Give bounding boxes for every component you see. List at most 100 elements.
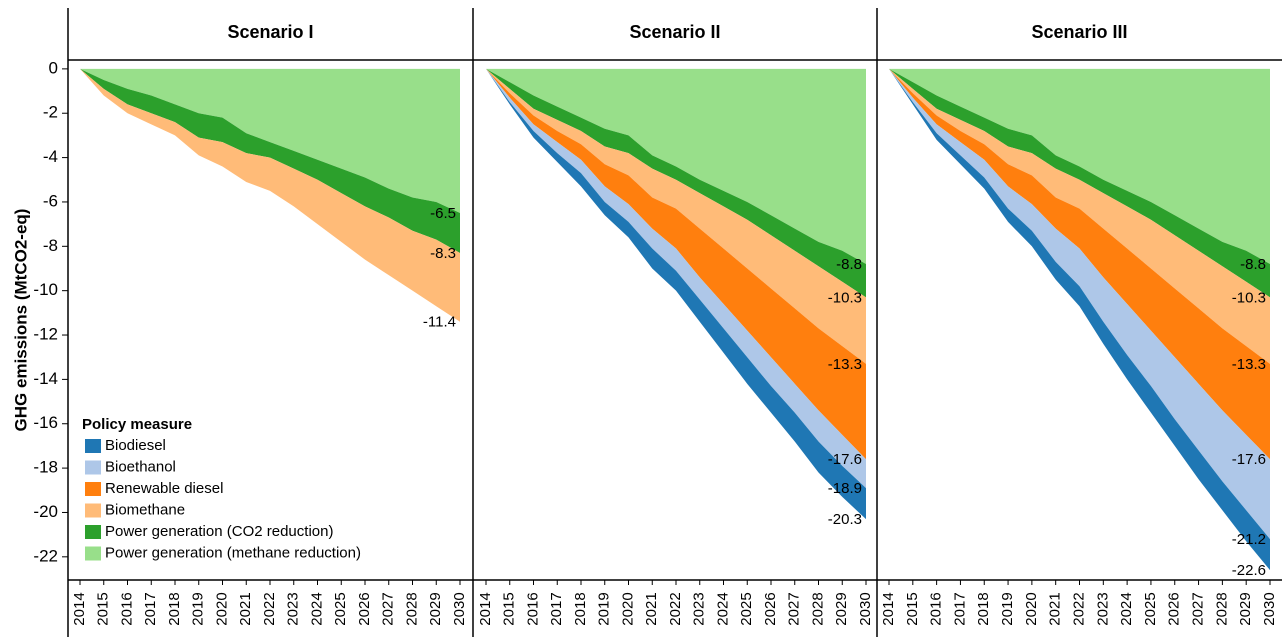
data-label: -6.5: [430, 205, 456, 222]
area: [889, 68, 1270, 540]
data-label: -13.3: [1232, 356, 1266, 373]
x-tick-label: 2029: [833, 592, 850, 625]
y-tick-label: 0: [49, 58, 58, 77]
area: [889, 68, 1270, 364]
panel-title: Scenario I: [227, 22, 313, 42]
x-tick-label: 2014: [477, 592, 494, 625]
x-tick-label: 2029: [1237, 592, 1254, 625]
x-tick-label: 2019: [190, 592, 207, 625]
area: [486, 68, 866, 364]
x-tick-label: 2023: [285, 592, 302, 625]
x-tick-label: 2028: [809, 592, 826, 625]
x-tick-label: 2026: [1166, 592, 1183, 625]
y-tick-label: -20: [33, 502, 58, 521]
y-tick-label: -2: [43, 103, 58, 122]
x-tick-label: 2022: [667, 592, 684, 625]
x-tick-label: 2015: [904, 592, 921, 625]
x-tick-label: 2019: [596, 592, 613, 625]
area: [889, 68, 1270, 298]
panel-title: Scenario II: [629, 22, 720, 42]
legend-title: Policy measure: [82, 416, 192, 433]
data-label: -10.3: [1232, 289, 1266, 306]
x-tick-label: 2020: [1023, 592, 1040, 625]
area: [80, 68, 460, 322]
legend-label: Biomethane: [105, 501, 185, 518]
x-tick-label: 2019: [999, 592, 1016, 625]
x-tick-label: 2021: [1047, 592, 1064, 625]
x-tick-label: 2017: [951, 592, 968, 625]
area: [889, 68, 1270, 460]
x-tick-label: 2027: [380, 592, 397, 625]
legend-swatch: [85, 439, 101, 453]
x-tick-label: 2028: [403, 592, 420, 625]
data-label: -17.6: [1232, 451, 1266, 468]
data-label: -21.2: [1232, 531, 1266, 548]
x-tick-label: 2021: [643, 592, 660, 625]
x-tick-label: 2025: [1142, 592, 1159, 625]
x-tick-label: 2014: [71, 592, 88, 625]
y-tick-label: -12: [33, 325, 58, 344]
data-label: -11.4: [423, 314, 456, 331]
y-tick-label: -14: [33, 369, 58, 388]
legend-label: Power generation (CO2 reduction): [105, 523, 333, 540]
data-label: -17.6: [828, 451, 862, 468]
y-tick-label: -18: [33, 458, 58, 477]
x-tick-label: 2024: [308, 592, 325, 625]
data-label: -8.8: [836, 256, 862, 273]
x-tick-label: 2015: [95, 592, 112, 625]
x-tick-label: 2018: [975, 592, 992, 625]
x-tick-label: 2021: [237, 592, 254, 625]
x-tick-label: 2026: [356, 592, 373, 625]
x-tick-label: 2023: [1094, 592, 1111, 625]
x-tick-label: 2022: [261, 592, 278, 625]
x-tick-label: 2016: [118, 592, 135, 625]
legend-label: Biodiesel: [105, 437, 166, 454]
area: [486, 68, 866, 520]
x-tick-label: 2026: [762, 592, 779, 625]
x-tick-label: 2030: [1261, 592, 1278, 625]
y-tick-label: -4: [43, 147, 58, 166]
data-label: -18.9: [828, 480, 862, 497]
legend-swatch: [85, 503, 101, 518]
x-tick-label: 2017: [142, 592, 159, 625]
x-tick-label: 2016: [524, 592, 541, 625]
x-tick-label: 2018: [572, 592, 589, 625]
data-label: -8.8: [1240, 256, 1266, 273]
x-tick-label: 2028: [1213, 592, 1230, 625]
legend-swatch: [85, 460, 101, 475]
data-label: -8.3: [430, 245, 456, 262]
plot-area: [889, 68, 1270, 571]
x-tick-label: 2020: [619, 592, 636, 625]
x-tick-label: 2029: [427, 592, 444, 625]
x-tick-label: 2016: [928, 592, 945, 625]
area: [80, 68, 460, 214]
x-tick-label: 2015: [501, 592, 518, 625]
x-tick-label: 2017: [548, 592, 565, 625]
x-tick-label: 2023: [691, 592, 708, 625]
legend-swatch: [85, 482, 101, 496]
area: [486, 68, 866, 298]
x-tick-label: 2025: [332, 592, 349, 625]
panel-title: Scenario III: [1031, 22, 1127, 42]
x-tick-label: 2027: [786, 592, 803, 625]
x-tick-label: 2024: [1118, 592, 1135, 625]
x-tick-label: 2014: [880, 592, 897, 625]
legend-swatch: [85, 525, 101, 539]
plot-area: [80, 68, 460, 322]
x-tick-label: 2030: [857, 592, 874, 625]
x-tick-label: 2022: [1070, 592, 1087, 625]
data-label: -20.3: [828, 511, 862, 528]
area: [486, 68, 866, 489]
y-tick-label: -6: [43, 191, 58, 210]
legend-label: Power generation (methane reduction): [105, 544, 361, 561]
y-tick-label: -8: [43, 236, 58, 255]
x-tick-label: 2027: [1190, 592, 1207, 625]
x-tick-label: 2024: [714, 592, 731, 625]
legend-label: Bioethanol: [105, 458, 176, 475]
legend-label: Renewable diesel: [105, 480, 223, 497]
y-tick-label: -10: [33, 280, 58, 299]
area: [889, 68, 1270, 571]
y-axis-title: GHG emissions (MtCO2-eq): [11, 209, 30, 432]
x-tick-label: 2030: [451, 592, 468, 625]
x-tick-label: 2025: [738, 592, 755, 625]
